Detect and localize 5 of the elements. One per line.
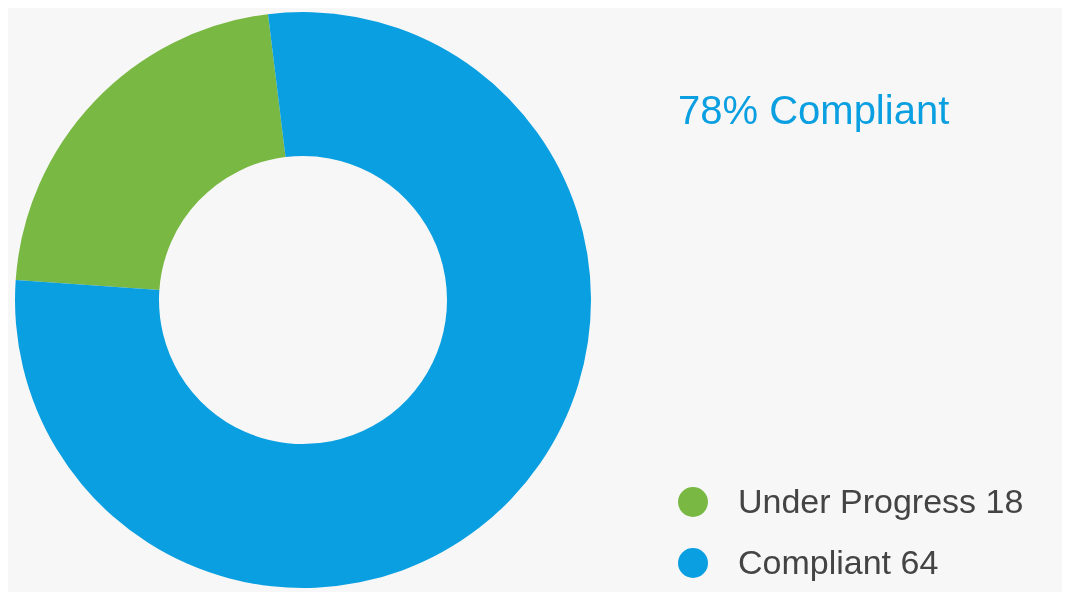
- data-label: 18: [985, 482, 1024, 520]
- legend-label: Compliant: [738, 543, 892, 581]
- legend-label: Under Progress: [738, 482, 977, 520]
- data-label: 64: [900, 543, 939, 581]
- text: 78% Compliant: [678, 88, 951, 133]
